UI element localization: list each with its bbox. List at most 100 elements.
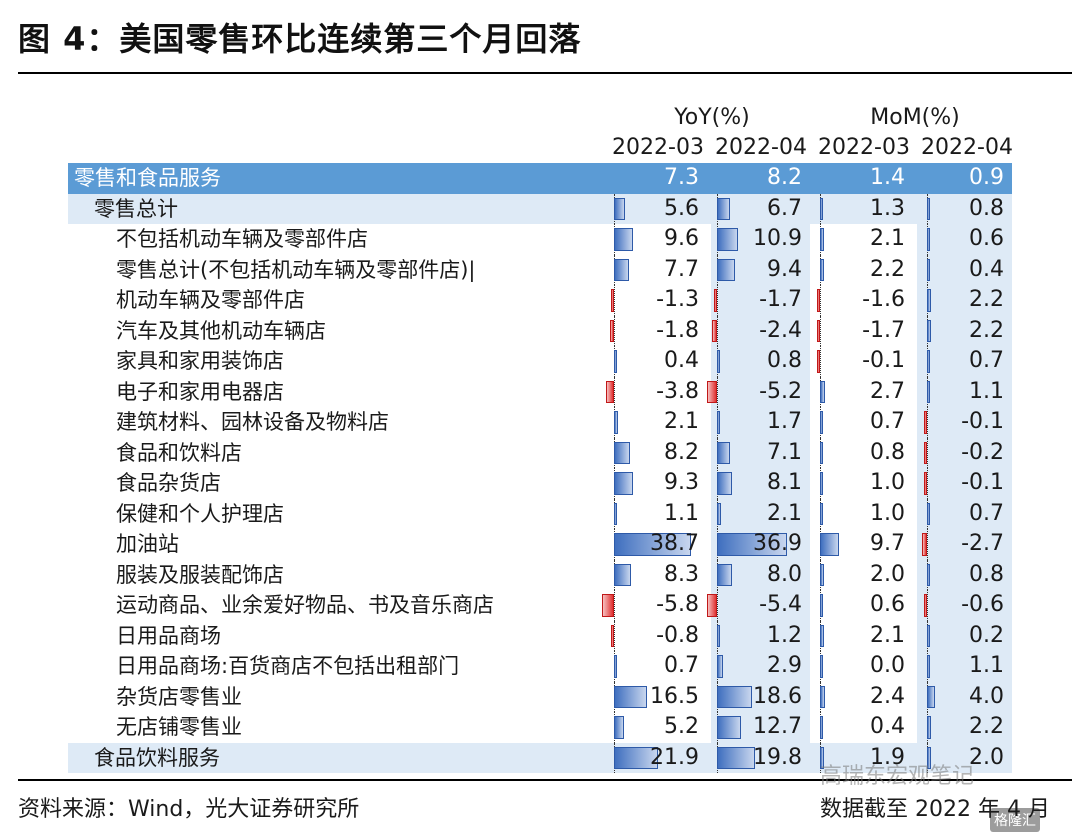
- table-cell: -5.4: [706, 590, 810, 621]
- cell-value: -1.3: [656, 287, 699, 312]
- cell-value: 6.7: [767, 195, 802, 221]
- cell-value: 0.6: [969, 226, 1004, 251]
- positive-data-bar: [717, 472, 733, 495]
- cell-value: 0.8: [969, 561, 1004, 587]
- positive-data-bar: [927, 258, 930, 281]
- table-cell: 1.1: [917, 651, 1012, 682]
- table-cell: -1.3: [608, 285, 707, 316]
- positive-data-bar: [614, 502, 617, 525]
- positive-data-bar: [820, 197, 823, 220]
- table-cell: 2.2: [917, 712, 1012, 743]
- group-header-mom: MoM(%): [870, 105, 960, 130]
- table-cell: 6.7: [711, 193, 810, 224]
- cell-value: 2.2: [969, 317, 1004, 343]
- cell-value: 2.2: [870, 256, 905, 282]
- cell-value: 9.3: [664, 470, 699, 495]
- bar-zero-axis: [820, 315, 821, 346]
- row-label: 加油站: [116, 532, 179, 556]
- table-cell: 0.4: [917, 254, 1012, 285]
- table-cell: 9.6: [608, 224, 707, 255]
- table-cell: 1.7: [711, 407, 810, 438]
- cell-value: 1.3: [870, 195, 905, 221]
- row-label: 零售总计: [94, 196, 178, 221]
- bar-zero-axis: [717, 590, 718, 621]
- table-cell: -2.7: [917, 529, 1012, 560]
- table-cell: 1.2: [711, 620, 810, 651]
- column-header-mom-2022-04: 2022-04: [921, 135, 1013, 160]
- positive-data-bar: [717, 716, 742, 739]
- cell-value: 4.0: [969, 683, 1004, 709]
- negative-data-bar: [713, 289, 717, 312]
- cell-value: 8.2: [767, 165, 802, 190]
- positive-data-bar: [614, 472, 633, 495]
- cell-value: 0.7: [664, 653, 699, 678]
- positive-data-bar: [820, 502, 823, 525]
- cell-value: 0.4: [870, 714, 905, 739]
- cell-value: 8.0: [767, 561, 802, 587]
- table-cell: 7.1: [711, 437, 810, 468]
- data-date-note: 数据截至 2022 年 4 月: [820, 797, 1050, 822]
- cell-value: 0.4: [969, 256, 1004, 282]
- cell-value: 16.5: [650, 683, 699, 709]
- table-cell: 7.7: [608, 254, 707, 285]
- table-cell: 0.8: [711, 346, 810, 377]
- cell-value: 2.2: [969, 287, 1004, 312]
- table-row: 服装及服装配饰店 8.3 8.0 2.0 0.8: [68, 559, 1012, 590]
- positive-data-bar: [717, 533, 788, 556]
- positive-data-bar: [614, 746, 658, 769]
- table-cell: 8.0: [711, 559, 810, 590]
- bar-zero-axis: [717, 285, 718, 316]
- cell-value: 2.1: [870, 226, 905, 251]
- cell-value: 2.7: [870, 378, 905, 404]
- positive-data-bar: [927, 746, 931, 769]
- table-cell: 2.2: [917, 285, 1012, 316]
- positive-data-bar: [820, 746, 824, 769]
- cell-value: -5.4: [759, 592, 802, 617]
- table-cell: 8.3: [608, 559, 707, 590]
- cell-value: 19.8: [753, 744, 802, 770]
- positive-data-bar: [614, 563, 631, 586]
- positive-data-bar: [717, 441, 731, 464]
- cell-value: -3.8: [656, 378, 699, 404]
- row-label: 零售总计(不包括机动车辆及零部件店)|: [116, 257, 476, 282]
- cell-value: -0.8: [656, 622, 699, 648]
- cell-value: 0.7: [969, 500, 1004, 526]
- cell-value: 9.4: [767, 256, 802, 282]
- negative-data-bar: [924, 411, 927, 434]
- row-label: 家具和家用装饰店: [116, 349, 284, 373]
- column-header-yoy-2022-04: 2022-04: [715, 135, 807, 160]
- table-cell: 0.7: [608, 651, 707, 682]
- table-row: 杂货店零售业 16.5 18.6 2.4 4.0: [68, 681, 1012, 712]
- table-cell: 0.6: [814, 590, 913, 621]
- positive-data-bar: [717, 350, 720, 373]
- negative-data-bar: [924, 441, 927, 464]
- positive-data-bar: [927, 624, 930, 647]
- table-row: 无店铺零售业 5.2 12.7 0.4 2.2: [68, 712, 1012, 743]
- cell-value: 0.6: [870, 592, 905, 617]
- table-cell: 38.7: [608, 529, 707, 560]
- cell-value: -5.8: [656, 592, 699, 617]
- table-cell: 8.2: [711, 163, 810, 194]
- cell-value: 0.8: [969, 195, 1004, 221]
- row-label: 零售和食品服务: [74, 166, 221, 190]
- table-cell: 1.9: [814, 742, 913, 773]
- positive-data-bar: [717, 411, 721, 434]
- negative-data-bar: [817, 350, 820, 373]
- row-label: 日用品商场: [116, 623, 221, 648]
- cell-value: 10.9: [753, 226, 802, 251]
- positive-data-bar: [927, 685, 935, 708]
- cell-value: 1.1: [969, 653, 1004, 678]
- cell-value: 2.0: [969, 744, 1004, 770]
- cell-value: -2.7: [961, 531, 1004, 556]
- table-cell: -3.8: [606, 376, 707, 407]
- cell-value: 2.1: [767, 500, 802, 526]
- title-divider: [18, 72, 1072, 74]
- source-note: 资料来源：Wind，光大证券研究所: [18, 797, 360, 822]
- negative-data-bar: [707, 380, 717, 403]
- table-row: 零售总计 5.6 6.7 1.3 0.8: [68, 193, 1012, 224]
- cell-value: 7.3: [664, 165, 699, 190]
- positive-data-bar: [717, 563, 733, 586]
- table-cell: 2.9: [711, 651, 810, 682]
- positive-data-bar: [927, 350, 930, 373]
- table-cell: 9.7: [814, 529, 913, 560]
